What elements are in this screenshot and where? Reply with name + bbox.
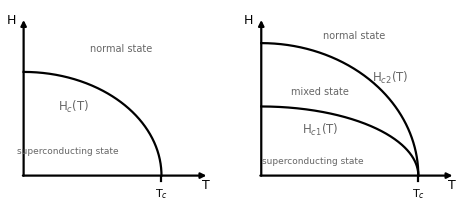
Text: superconducting state: superconducting state: [262, 157, 364, 166]
Text: H: H: [244, 14, 253, 27]
Text: mixed state: mixed state: [292, 87, 349, 97]
Text: H$_c$(T): H$_c$(T): [57, 98, 89, 115]
Text: T$_c$: T$_c$: [412, 187, 425, 200]
Text: normal state: normal state: [90, 44, 152, 54]
Text: H$_{c1}$(T): H$_{c1}$(T): [302, 121, 338, 138]
Text: superconducting state: superconducting state: [17, 147, 118, 156]
Text: normal state: normal state: [322, 31, 385, 41]
Text: T$_c$: T$_c$: [155, 187, 168, 200]
Text: T: T: [448, 179, 456, 192]
Text: H$_{c2}$(T): H$_{c2}$(T): [373, 70, 409, 86]
Text: T: T: [202, 179, 210, 192]
Text: H: H: [7, 14, 16, 27]
